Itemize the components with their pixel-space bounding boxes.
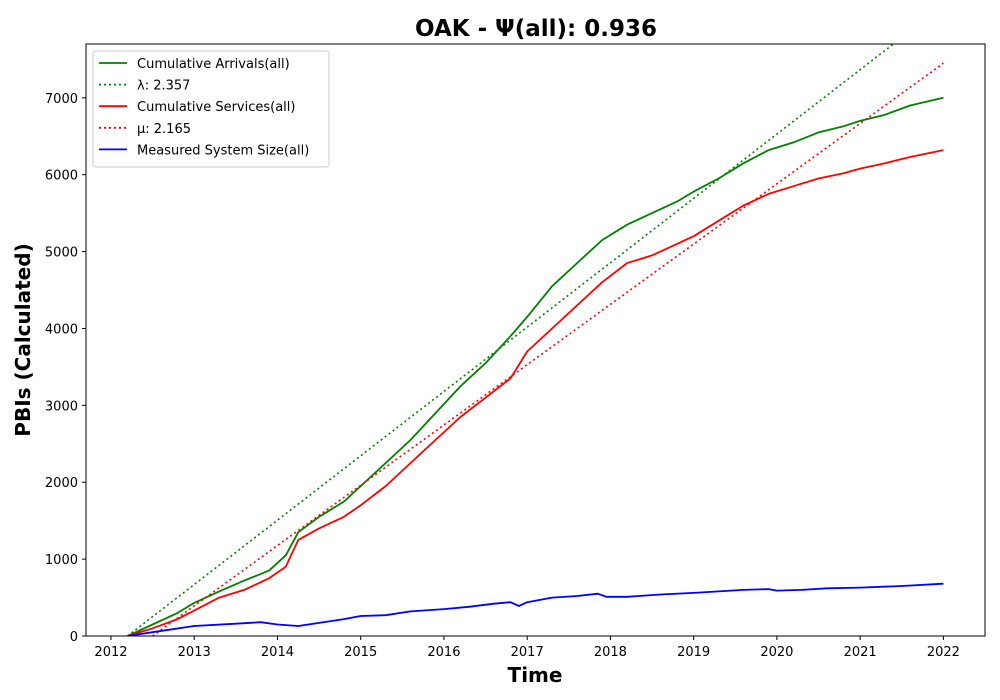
plot-frame [85, 43, 986, 637]
y-tick-label: 1000 [45, 553, 78, 568]
x-axis-label: Time [508, 663, 563, 687]
x-tick-label: 2022 [927, 645, 960, 660]
x-tick-label: 2016 [427, 645, 460, 660]
y-tick-label: 2000 [45, 476, 78, 491]
x-tick-label: 2013 [178, 645, 211, 660]
y-tick-label: 5000 [45, 246, 78, 261]
series-line-1 [127, 44, 894, 636]
y-axis-label: PBIs (Calculated) [11, 243, 35, 436]
series-layer [127, 44, 944, 636]
x-tick-label: 2012 [94, 645, 127, 660]
legend-entry: Cumulative Services(all) [137, 100, 295, 115]
y-tick-label: 0 [70, 630, 78, 645]
x-tick-label: 2021 [844, 645, 877, 660]
x-tick-label: 2019 [677, 645, 710, 660]
legend: Cumulative Arrivals(all) λ: 2.357 Cumulati… [92, 50, 330, 168]
series-line-2 [127, 149, 944, 636]
legend-box [92, 50, 330, 168]
series-line-0 [127, 96, 944, 636]
ticks-layer: 2012 2013 2014 2015 2016 2017 2018 2019 2020 2021… [45, 92, 960, 660]
legend-entry: Measured System Size(all) [137, 143, 309, 158]
y-tick-label: 6000 [45, 169, 78, 184]
legend-entry: μ: 2.165 [137, 122, 191, 137]
y-tick-label: 3000 [45, 399, 78, 414]
x-tick-label: 2014 [261, 645, 294, 660]
x-tick-label: 2017 [511, 645, 544, 660]
y-tick-label: 7000 [45, 92, 78, 107]
series-line-4 [127, 582, 944, 636]
x-tick-label: 2015 [344, 645, 377, 660]
x-tick-label: 2020 [760, 645, 793, 660]
x-tick-label: 2018 [594, 645, 627, 660]
legend-entry: Cumulative Arrivals(all) [137, 57, 290, 72]
chart-title: OAK - Ψ(all): 0.936 [415, 16, 657, 42]
y-tick-label: 4000 [45, 322, 78, 337]
legend-entry: λ: 2.357 [137, 79, 190, 94]
